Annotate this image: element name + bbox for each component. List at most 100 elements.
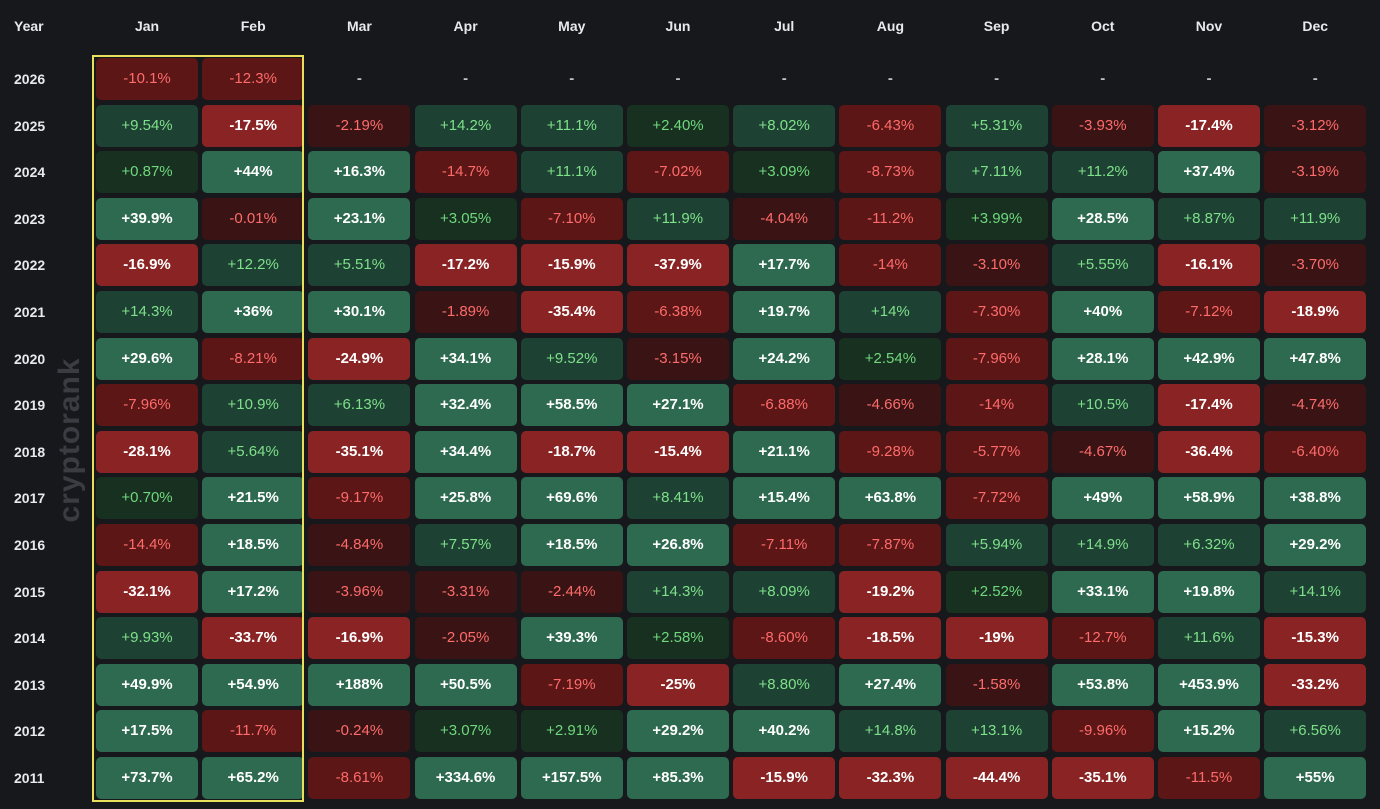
return-cell-2024-aug: -8.73% — [839, 151, 942, 194]
return-cell-2019-mar: +6.13% — [308, 384, 411, 427]
return-cell-2016-mar: -4.84% — [308, 524, 411, 566]
return-cell-2016-apr: +7.57% — [414, 524, 517, 566]
return-cell-2012-mar: -0.24% — [308, 710, 411, 753]
return-cell-2016-aug: -7.87% — [839, 524, 942, 566]
return-cell-2015-dec: +14.1% — [1264, 570, 1367, 613]
return-cell-2018-feb: +5.64% — [202, 430, 305, 473]
return-cell-2012-dec: +6.56% — [1264, 710, 1367, 753]
return-cell-2014-mar: -16.9% — [308, 617, 411, 660]
return-cell-2012-jun: +29.2% — [627, 710, 729, 753]
year-label-2024: 2024 — [14, 164, 46, 181]
month-header-jan: Jan — [134, 18, 160, 34]
return-cell-2011-sep: -44.4% — [945, 757, 1048, 799]
return-cell-2021-aug: +14% — [839, 291, 942, 333]
return-cell-2019-sep: -14% — [945, 384, 1048, 427]
year-label-2026: 2026 — [14, 71, 46, 87]
year-label-2021: 2021 — [14, 304, 46, 320]
return-cell-2022-feb: +12.2% — [202, 244, 305, 287]
return-cell-2023-mar: +23.1% — [308, 197, 411, 240]
year-label-2016: 2016 — [14, 537, 46, 553]
month-header-sep: Sep — [983, 18, 1010, 34]
return-cell-2025-feb: -17.5% — [202, 104, 305, 147]
return-cell-2011-dec: +55% — [1264, 757, 1367, 799]
year-label-2014: 2014 — [14, 630, 46, 647]
return-cell-2011-oct: -35.1% — [1051, 757, 1154, 799]
return-cell-2015-sep: +2.52% — [945, 570, 1048, 613]
return-cell-2016-jan: -14.4% — [96, 524, 198, 566]
return-cell-2024-sep: +7.11% — [945, 151, 1048, 194]
return-cell-2016-may: +18.5% — [520, 524, 623, 566]
return-cell-2019-feb: +10.9% — [202, 384, 305, 427]
return-cell-2024-dec: -3.19% — [1264, 151, 1367, 194]
return-cell-2019-dec: -4.74% — [1264, 384, 1367, 427]
return-cell-2021-sep: -7.30% — [945, 291, 1048, 333]
year-label-2018: 2018 — [14, 443, 46, 460]
return-cell-2014-jul: -8.60% — [733, 617, 836, 660]
return-cell-2011-aug: -32.3% — [839, 757, 942, 799]
return-cell-2023-nov: +8.87% — [1158, 197, 1260, 240]
return-cell-2018-mar: -35.1% — [308, 430, 411, 473]
return-cell-2018-may: -18.7% — [520, 430, 623, 473]
year-label-2023: 2023 — [14, 210, 46, 227]
return-cell-2023-jul: -4.04% — [733, 197, 836, 240]
return-cell-2022-sep: -3.10% — [945, 244, 1048, 287]
return-cell-2013-jun: -25% — [627, 663, 729, 706]
return-cell-2018-dec: -6.40% — [1264, 430, 1367, 473]
year-label-2013: 2013 — [14, 676, 46, 693]
return-cell-2020-oct: +28.1% — [1051, 337, 1154, 380]
return-cell-2015-feb: +17.2% — [202, 570, 305, 613]
return-cell-2012-nov: +15.2% — [1158, 710, 1260, 753]
return-cell-2016-feb: +18.5% — [202, 524, 305, 566]
return-cell-2019-oct: +10.5% — [1051, 384, 1154, 427]
return-cell-2018-sep: -5.77% — [945, 430, 1048, 473]
return-cell-2022-jun: -37.9% — [627, 244, 729, 287]
return-cell-2019-jan: -7.96% — [96, 384, 198, 427]
return-cell-2025-aug: -6.43% — [839, 104, 942, 147]
return-cell-2022-jul: +17.7% — [733, 244, 836, 287]
return-cell-2015-apr: -3.31% — [414, 570, 517, 613]
return-cell-2026-sep: - — [994, 70, 1000, 87]
return-cell-2011-nov: -11.5% — [1158, 757, 1260, 799]
return-cell-2012-apr: +3.07% — [414, 710, 517, 753]
month-header-nov: Nov — [1195, 18, 1223, 34]
return-cell-2020-jul: +24.2% — [733, 337, 836, 380]
return-cell-2021-oct: +40% — [1051, 291, 1154, 333]
return-cell-2021-jan: +14.3% — [96, 291, 198, 333]
return-cell-2019-jul: -6.88% — [733, 384, 836, 427]
return-cell-2012-jul: +40.2% — [733, 710, 836, 753]
return-cell-2011-mar: -8.61% — [308, 757, 411, 799]
return-cell-2025-jan: +9.54% — [96, 104, 198, 147]
return-cell-2012-may: +2.91% — [520, 710, 623, 753]
return-cell-2024-feb: +44% — [202, 151, 305, 194]
month-header-feb: Feb — [240, 18, 266, 34]
return-cell-2014-oct: -12.7% — [1051, 617, 1154, 660]
year-label-2015: 2015 — [14, 583, 46, 600]
return-cell-2021-may: -35.4% — [520, 291, 623, 333]
return-cell-2017-aug: +63.8% — [839, 477, 942, 520]
return-cell-2026-nov: - — [1206, 70, 1212, 87]
return-cell-2013-dec: -33.2% — [1264, 663, 1367, 706]
return-cell-2015-jan: -32.1% — [96, 570, 198, 613]
return-cell-2023-feb: -0.01% — [202, 197, 305, 240]
return-cell-2011-jan: +73.7% — [96, 757, 198, 799]
return-cell-2026-feb: -12.3% — [202, 58, 305, 100]
return-cell-2016-dec: +29.2% — [1264, 524, 1367, 566]
return-cell-2014-jan: +9.93% — [96, 617, 198, 660]
return-cell-2025-dec: -3.12% — [1264, 104, 1367, 147]
return-cell-2025-jun: +2.40% — [627, 104, 729, 147]
return-cell-2020-feb: -8.21% — [202, 337, 305, 380]
return-cell-2013-may: -7.19% — [520, 663, 623, 706]
return-cell-2013-sep: -1.58% — [945, 663, 1048, 706]
return-cell-2025-mar: -2.19% — [308, 104, 411, 147]
return-cell-2024-jul: +3.09% — [733, 151, 836, 194]
year-label-2020: 2020 — [14, 350, 46, 367]
return-cell-2018-jun: -15.4% — [627, 430, 729, 473]
return-cell-2023-aug: -11.2% — [839, 197, 942, 240]
return-cell-2022-nov: -16.1% — [1158, 244, 1260, 287]
return-cell-2013-aug: +27.4% — [839, 663, 942, 706]
return-cell-2014-jun: +2.58% — [627, 617, 729, 660]
return-cell-2021-dec: -18.9% — [1264, 291, 1367, 333]
return-cell-2025-may: +11.1% — [520, 104, 623, 147]
month-header-aug: Aug — [876, 18, 904, 34]
return-cell-2017-nov: +58.9% — [1158, 477, 1260, 520]
